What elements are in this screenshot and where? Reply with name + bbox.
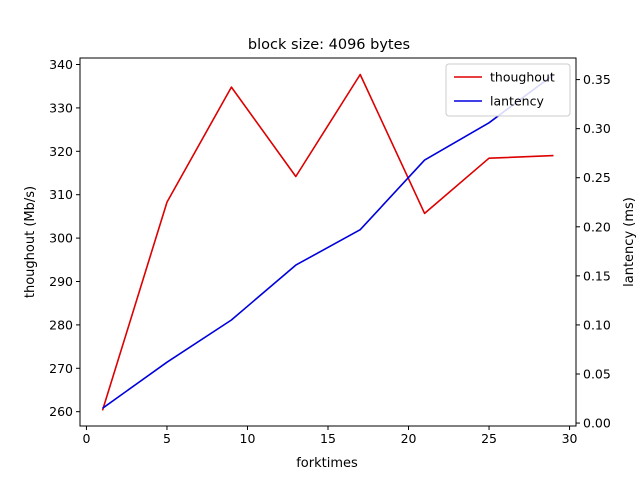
left-y-tick-label: 310 xyxy=(49,187,73,202)
x-tick-label: 10 xyxy=(240,431,256,446)
left-y-axis-label: thoughout (Mb/s) xyxy=(23,186,38,298)
left-y-tick-label: 260 xyxy=(49,404,73,419)
legend-label-lantency: lantency xyxy=(490,94,544,109)
left-y-tick-label: 340 xyxy=(49,57,73,72)
left-y-tick-label: 270 xyxy=(49,361,73,376)
x-axis-label: forktimes xyxy=(296,456,358,471)
right-y-tick-label: 0.20 xyxy=(583,219,611,234)
right-y-tick-label: 0.35 xyxy=(583,72,611,87)
chart-title: block size: 4096 bytes xyxy=(248,37,410,53)
right-y-tick-label: 0.15 xyxy=(583,268,611,283)
right-y-tick-label: 0.05 xyxy=(583,366,611,381)
right-y-tick-label: 0.00 xyxy=(583,416,611,431)
x-tick-label: 0 xyxy=(82,431,90,446)
right-y-tick-label: 0.25 xyxy=(583,170,611,185)
right-y-axis-label: lantency (ms) xyxy=(622,197,637,287)
left-y-tick-label: 330 xyxy=(49,100,73,115)
right-y-tick-label: 0.10 xyxy=(583,317,611,332)
left-y-tick-label: 300 xyxy=(49,231,73,246)
legend-label-thoughout: thoughout xyxy=(490,70,555,85)
left-y-tick-label: 290 xyxy=(49,274,73,289)
x-tick-label: 15 xyxy=(320,431,336,446)
x-tick-label: 25 xyxy=(481,431,497,446)
x-tick-label: 5 xyxy=(163,431,171,446)
x-tick-label: 30 xyxy=(562,431,578,446)
left-y-tick-label: 320 xyxy=(49,144,73,159)
right-y-tick-label: 0.30 xyxy=(583,121,611,136)
left-y-tick-label: 280 xyxy=(49,317,73,332)
x-tick-label: 20 xyxy=(401,431,417,446)
